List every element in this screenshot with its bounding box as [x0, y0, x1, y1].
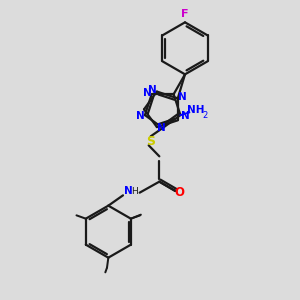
Text: N: N: [181, 111, 190, 121]
Text: N: N: [124, 186, 133, 196]
Text: 2: 2: [202, 111, 208, 120]
Text: NH: NH: [187, 105, 205, 115]
Text: N: N: [148, 85, 157, 95]
Text: H: H: [131, 187, 138, 196]
Text: N: N: [157, 123, 166, 133]
Text: N: N: [178, 92, 187, 102]
Text: O: O: [174, 186, 184, 199]
Text: N: N: [143, 88, 152, 98]
Text: S: S: [146, 134, 155, 148]
Text: F: F: [181, 9, 189, 19]
Text: N: N: [136, 111, 145, 122]
